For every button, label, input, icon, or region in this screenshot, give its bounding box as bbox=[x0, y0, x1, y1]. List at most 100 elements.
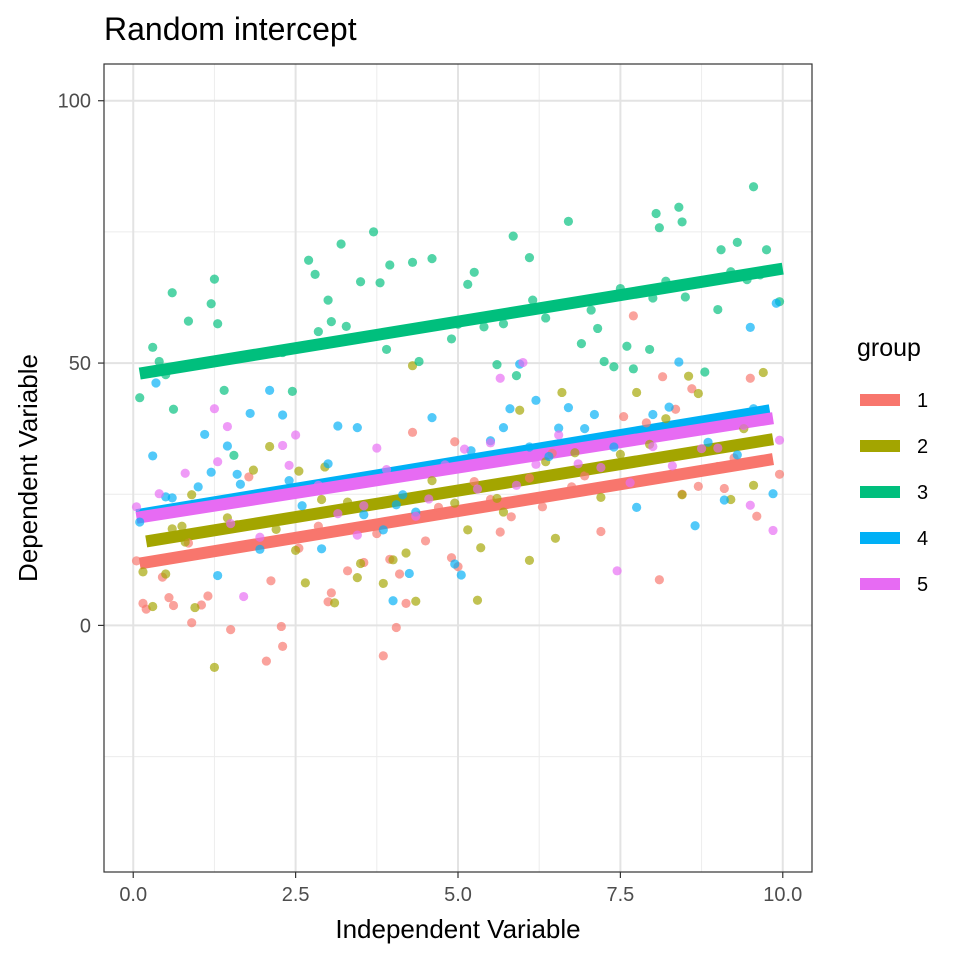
data-point bbox=[557, 387, 567, 398]
data-point bbox=[391, 500, 401, 510]
data-point bbox=[745, 500, 755, 510]
data-point bbox=[541, 313, 551, 323]
data-point bbox=[492, 493, 502, 504]
data-point bbox=[615, 449, 625, 459]
data-point bbox=[316, 494, 327, 505]
data-point bbox=[261, 656, 271, 666]
data-point bbox=[148, 342, 158, 352]
data-point bbox=[167, 288, 177, 298]
data-point bbox=[378, 651, 388, 661]
data-point bbox=[661, 414, 671, 424]
data-point bbox=[138, 567, 148, 577]
data-point bbox=[687, 384, 697, 394]
data-point bbox=[506, 512, 516, 522]
data-point bbox=[167, 524, 177, 534]
data-point bbox=[498, 423, 509, 433]
data-point bbox=[492, 360, 502, 370]
series-2-points bbox=[138, 361, 768, 672]
x-tick-label: 2.5 bbox=[282, 884, 310, 906]
data-point bbox=[180, 468, 190, 478]
data-point bbox=[336, 239, 346, 249]
data-point bbox=[278, 347, 288, 358]
data-point bbox=[278, 440, 288, 451]
legend-label: 2 bbox=[917, 436, 928, 458]
data-point bbox=[674, 357, 684, 367]
data-point bbox=[148, 601, 158, 612]
data-point bbox=[748, 404, 759, 414]
data-point bbox=[554, 423, 564, 433]
data-point bbox=[485, 438, 496, 448]
series-3-points bbox=[135, 182, 785, 461]
data-point bbox=[131, 502, 142, 512]
data-point bbox=[693, 279, 703, 289]
data-point bbox=[615, 283, 625, 294]
data-point bbox=[463, 525, 473, 535]
data-point bbox=[453, 319, 463, 329]
data-point bbox=[313, 480, 323, 490]
x-tick-label: 5.0 bbox=[444, 884, 472, 906]
data-point bbox=[381, 344, 392, 355]
data-point bbox=[297, 501, 307, 511]
data-point bbox=[476, 543, 486, 553]
data-points bbox=[131, 182, 785, 672]
data-point bbox=[355, 558, 366, 569]
data-point bbox=[459, 444, 470, 454]
data-point bbox=[420, 536, 431, 546]
data-point bbox=[385, 260, 395, 270]
legend-item-4: 4 bbox=[860, 528, 928, 550]
data-point bbox=[628, 311, 638, 321]
data-point bbox=[213, 570, 223, 581]
data-point bbox=[206, 299, 216, 309]
data-point bbox=[209, 404, 220, 414]
data-point bbox=[266, 576, 276, 586]
data-point bbox=[401, 548, 411, 558]
data-point bbox=[326, 317, 336, 327]
data-point bbox=[456, 570, 466, 580]
data-point bbox=[193, 482, 203, 492]
data-point bbox=[278, 410, 288, 420]
data-point bbox=[739, 420, 749, 431]
data-point bbox=[352, 530, 362, 540]
data-point bbox=[352, 423, 362, 433]
data-point bbox=[752, 511, 762, 521]
data-point bbox=[576, 339, 587, 349]
data-point bbox=[287, 386, 297, 396]
data-point bbox=[690, 521, 700, 531]
data-point bbox=[648, 441, 658, 452]
data-point bbox=[680, 292, 690, 302]
data-point bbox=[498, 319, 509, 329]
data-point bbox=[667, 461, 677, 471]
data-point bbox=[398, 490, 408, 500]
data-point bbox=[209, 274, 220, 284]
data-point bbox=[719, 495, 729, 505]
legend-title: group bbox=[857, 334, 921, 362]
x-tick-label: 0.0 bbox=[119, 884, 147, 906]
data-point bbox=[226, 625, 236, 635]
data-point bbox=[271, 524, 281, 534]
data-point bbox=[567, 482, 577, 492]
data-point bbox=[745, 373, 755, 383]
data-point bbox=[161, 370, 171, 380]
data-point bbox=[342, 497, 353, 507]
data-point bbox=[284, 460, 294, 470]
data-point bbox=[495, 527, 505, 537]
legend: group 1 2 3 4 5 bbox=[857, 334, 928, 596]
data-point bbox=[427, 254, 437, 264]
data-point bbox=[537, 502, 548, 512]
x-tick-label: 10.0 bbox=[763, 884, 802, 906]
data-point bbox=[161, 569, 171, 579]
data-point bbox=[645, 344, 655, 355]
data-point bbox=[758, 367, 768, 378]
y-tick-label: 0 bbox=[80, 615, 91, 637]
data-point bbox=[168, 600, 179, 611]
data-point bbox=[625, 478, 635, 488]
data-point bbox=[505, 404, 515, 414]
data-point bbox=[291, 430, 301, 440]
legend-label: 1 bbox=[917, 390, 928, 412]
data-point bbox=[755, 270, 765, 280]
data-point bbox=[748, 480, 759, 490]
data-point bbox=[341, 321, 351, 331]
data-point bbox=[554, 430, 564, 440]
data-point bbox=[450, 559, 460, 569]
data-point bbox=[167, 506, 177, 516]
